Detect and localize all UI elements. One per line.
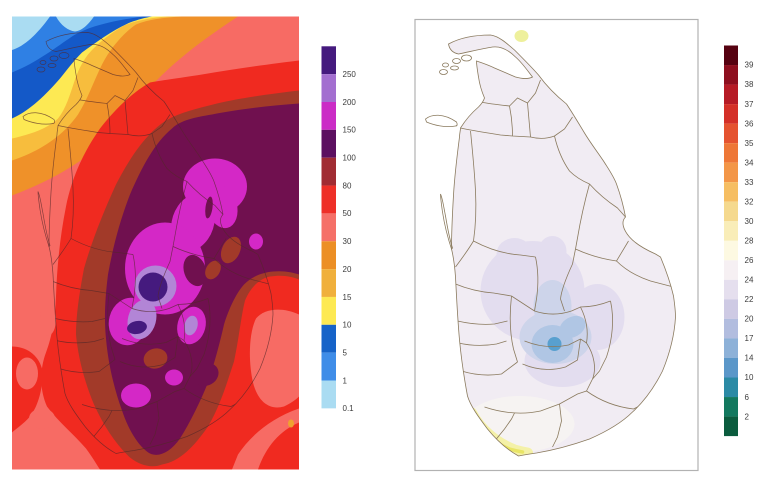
svg-text:39: 39 xyxy=(745,61,754,70)
svg-text:1: 1 xyxy=(343,376,348,385)
svg-text:38: 38 xyxy=(745,80,754,89)
svg-text:28: 28 xyxy=(745,237,754,246)
svg-text:22: 22 xyxy=(745,295,754,304)
svg-text:35: 35 xyxy=(745,139,754,148)
svg-text:30: 30 xyxy=(343,237,352,246)
svg-text:20: 20 xyxy=(745,315,754,324)
svg-text:80: 80 xyxy=(343,181,352,190)
svg-text:2: 2 xyxy=(745,412,750,421)
svg-text:50: 50 xyxy=(343,209,352,218)
svg-text:200: 200 xyxy=(343,98,357,107)
svg-text:14: 14 xyxy=(745,354,754,363)
svg-text:36: 36 xyxy=(745,119,754,128)
svg-text:5: 5 xyxy=(343,349,348,358)
svg-text:34: 34 xyxy=(745,158,754,167)
svg-text:100: 100 xyxy=(343,154,357,163)
svg-text:17: 17 xyxy=(745,334,754,343)
svg-text:33: 33 xyxy=(745,178,754,187)
svg-text:6: 6 xyxy=(745,393,750,402)
svg-text:10: 10 xyxy=(745,373,754,382)
svg-text:10: 10 xyxy=(343,321,352,330)
svg-text:0.1: 0.1 xyxy=(343,404,355,413)
svg-text:15: 15 xyxy=(343,293,352,302)
svg-text:32: 32 xyxy=(745,197,754,206)
svg-text:30: 30 xyxy=(745,217,754,226)
svg-text:26: 26 xyxy=(745,256,754,265)
svg-text:24: 24 xyxy=(745,276,754,285)
svg-text:37: 37 xyxy=(745,100,754,109)
svg-text:250: 250 xyxy=(343,70,357,79)
svg-text:20: 20 xyxy=(343,265,352,274)
svg-text:150: 150 xyxy=(343,126,357,135)
